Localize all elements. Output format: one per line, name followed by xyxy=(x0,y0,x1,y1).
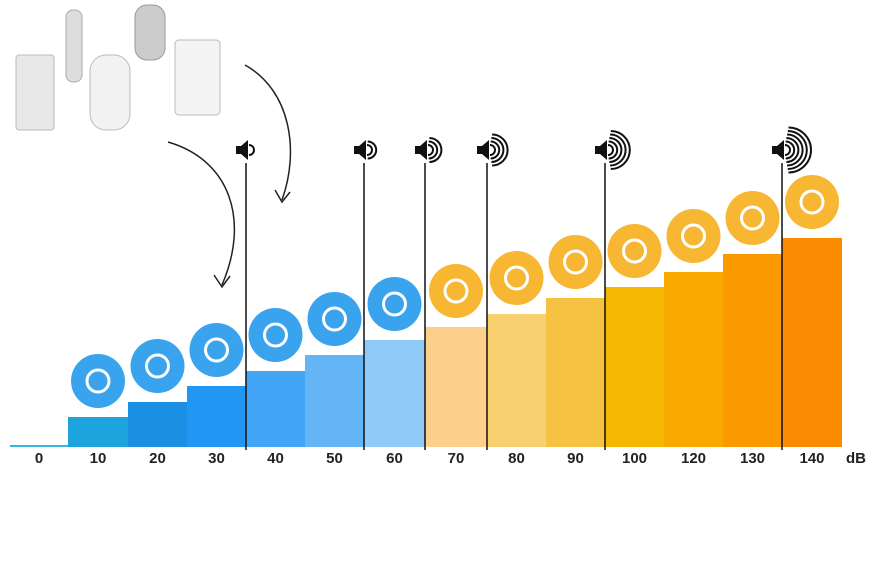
sound-icon xyxy=(666,209,721,263)
sound-icon-detail xyxy=(563,249,588,275)
arrow xyxy=(167,141,236,286)
speaker xyxy=(354,140,366,160)
bar xyxy=(128,402,187,447)
sound-icon-detail xyxy=(740,205,765,231)
x-tick-label: 30 xyxy=(208,450,225,467)
x-tick-label: 0 xyxy=(35,450,43,467)
x-tick-label: 80 xyxy=(508,450,525,467)
purifier xyxy=(15,54,55,131)
bar xyxy=(546,298,605,447)
speaker-wave xyxy=(609,137,623,163)
sound-icon xyxy=(785,175,839,229)
arrow-head xyxy=(213,274,231,289)
bar xyxy=(364,340,425,447)
speaker-wave xyxy=(788,126,812,174)
sound-icon-detail xyxy=(382,291,407,317)
bar xyxy=(487,314,546,447)
speaker-wave xyxy=(490,140,501,160)
sound-icon xyxy=(489,251,544,305)
unit-label: dB xyxy=(846,450,866,467)
speaker-wave xyxy=(786,137,800,163)
sound-icon-detail xyxy=(681,223,706,249)
speaker xyxy=(477,140,489,160)
speaker-wave xyxy=(491,137,505,163)
x-tick-label: 120 xyxy=(681,450,706,467)
speaker-wave xyxy=(785,140,796,160)
purifier xyxy=(89,54,131,131)
speaker xyxy=(415,140,427,160)
sound-icon xyxy=(429,264,483,318)
x-tick-label: 90 xyxy=(567,450,584,467)
sound-icon xyxy=(130,339,185,393)
bar xyxy=(10,445,68,447)
speaker xyxy=(772,140,784,160)
sound-icon xyxy=(307,292,362,346)
x-tick-label: 40 xyxy=(267,450,284,467)
speaker-wave xyxy=(784,144,791,156)
speaker-wave xyxy=(610,133,627,167)
sound-icon xyxy=(607,224,662,278)
sound-icon-detail xyxy=(145,353,170,379)
x-tick-label: 10 xyxy=(90,450,107,467)
sound-icon-detail xyxy=(622,238,647,264)
sound-icon xyxy=(548,235,603,289)
purifier xyxy=(134,4,166,61)
purifier xyxy=(65,9,83,83)
bar xyxy=(723,254,782,447)
sound-icon xyxy=(725,191,780,245)
speaker-wave xyxy=(427,144,434,156)
sound-icon-detail xyxy=(443,278,469,304)
speaker-wave xyxy=(610,130,631,170)
sound-icon xyxy=(367,277,422,331)
sound-icon xyxy=(248,308,303,362)
sound-icon-detail xyxy=(504,265,529,291)
speaker xyxy=(236,140,248,160)
bar xyxy=(605,287,664,447)
speaker-wave xyxy=(489,144,496,156)
purifier-images xyxy=(15,4,221,131)
x-tick-label: 70 xyxy=(448,450,465,467)
sound-icon-detail xyxy=(204,337,229,363)
sound-icon-detail xyxy=(85,368,111,394)
bar xyxy=(782,238,842,447)
bar xyxy=(425,327,487,447)
speaker-wave xyxy=(429,137,443,163)
speaker-wave xyxy=(787,130,808,170)
bar xyxy=(305,355,364,447)
arrow-head xyxy=(274,189,291,204)
speaker-wave xyxy=(366,144,373,156)
speaker-wave xyxy=(492,133,509,167)
bar xyxy=(664,272,723,447)
x-tick-label: 100 xyxy=(622,450,647,467)
x-tick-label: 20 xyxy=(149,450,166,467)
purifier xyxy=(174,39,221,116)
bar xyxy=(187,386,246,447)
sound-icon-detail xyxy=(263,322,288,348)
speaker-wave xyxy=(248,144,255,156)
speaker-wave xyxy=(787,133,804,167)
sound-icon-detail xyxy=(322,306,347,332)
sound-icon xyxy=(189,323,244,377)
x-tick-label: 50 xyxy=(326,450,343,467)
bar xyxy=(68,417,128,447)
arrow xyxy=(244,64,292,201)
speaker-wave xyxy=(607,144,614,156)
x-tick-label: 60 xyxy=(386,450,403,467)
speaker-wave xyxy=(608,140,619,160)
bar xyxy=(246,371,305,447)
speaker-wave xyxy=(428,140,439,160)
sound-icon xyxy=(71,354,125,408)
x-tick-label: 140 xyxy=(799,450,824,467)
speaker xyxy=(595,140,607,160)
x-tick-label: 130 xyxy=(740,450,765,467)
speaker-wave xyxy=(367,140,378,160)
sound-icon-detail xyxy=(799,189,825,215)
